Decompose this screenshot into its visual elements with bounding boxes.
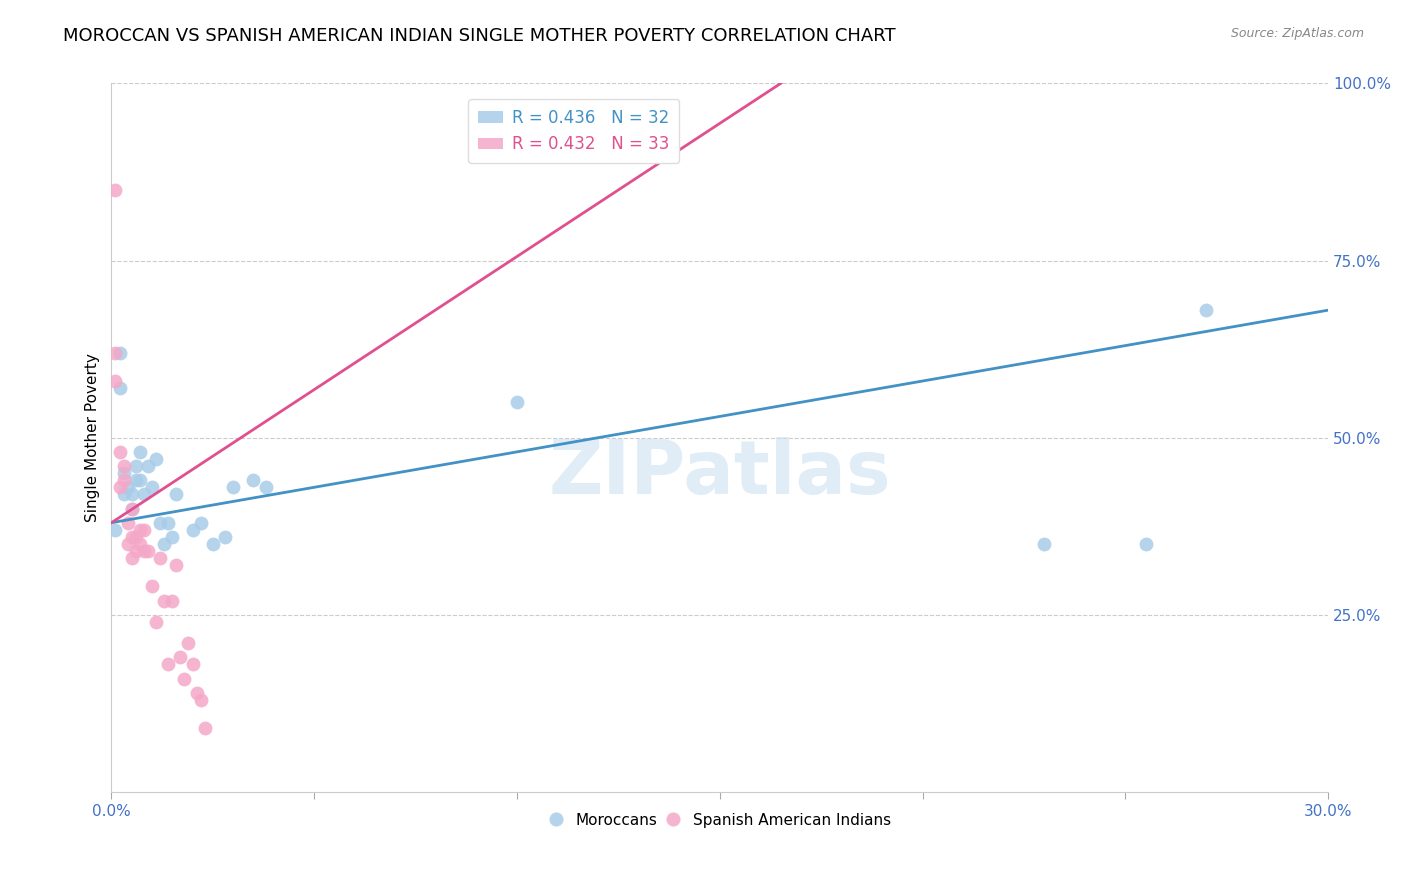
Point xyxy=(506,395,529,409)
Point xyxy=(121,530,143,544)
Point xyxy=(141,480,163,494)
Point xyxy=(132,544,155,558)
Point xyxy=(128,537,150,551)
Point xyxy=(1195,303,1218,318)
Point xyxy=(121,501,143,516)
Point xyxy=(104,183,127,197)
Point xyxy=(165,487,187,501)
Text: ZIPatlas: ZIPatlas xyxy=(548,436,891,509)
Point xyxy=(108,381,131,395)
Point xyxy=(125,473,148,487)
Point xyxy=(162,593,184,607)
Point xyxy=(117,537,139,551)
Point xyxy=(162,530,184,544)
Point xyxy=(112,487,135,501)
Point xyxy=(104,345,127,359)
Point xyxy=(132,487,155,501)
Point xyxy=(112,473,135,487)
Point xyxy=(1135,537,1157,551)
Point xyxy=(125,458,148,473)
Point xyxy=(181,657,204,672)
Point xyxy=(149,551,172,566)
Point xyxy=(149,516,172,530)
Point xyxy=(128,445,150,459)
Y-axis label: Single Mother Poverty: Single Mother Poverty xyxy=(86,353,100,522)
Point xyxy=(173,672,195,686)
Point xyxy=(117,516,139,530)
Text: MOROCCAN VS SPANISH AMERICAN INDIAN SINGLE MOTHER POVERTY CORRELATION CHART: MOROCCAN VS SPANISH AMERICAN INDIAN SING… xyxy=(63,27,896,45)
Point xyxy=(214,530,236,544)
Point xyxy=(108,480,131,494)
Point xyxy=(112,458,135,473)
Point xyxy=(121,501,143,516)
Point xyxy=(141,579,163,593)
Point xyxy=(125,544,148,558)
Point xyxy=(190,693,212,707)
Legend: Moroccans, Spanish American Indians: Moroccans, Spanish American Indians xyxy=(543,806,897,834)
Point xyxy=(169,650,191,665)
Point xyxy=(145,452,167,467)
Point xyxy=(125,530,148,544)
Point xyxy=(157,657,180,672)
Point xyxy=(136,544,159,558)
Point xyxy=(121,487,143,501)
Point xyxy=(254,480,277,494)
Point xyxy=(222,480,245,494)
Point xyxy=(157,516,180,530)
Point xyxy=(104,374,127,388)
Point xyxy=(108,345,131,359)
Point xyxy=(153,593,176,607)
Text: Source: ZipAtlas.com: Source: ZipAtlas.com xyxy=(1230,27,1364,40)
Point xyxy=(1033,537,1056,551)
Point xyxy=(117,480,139,494)
Point xyxy=(104,523,127,537)
Point xyxy=(132,523,155,537)
Point xyxy=(112,466,135,480)
Point xyxy=(121,551,143,566)
Point xyxy=(181,523,204,537)
Point xyxy=(190,516,212,530)
Point xyxy=(128,523,150,537)
Point xyxy=(177,636,200,650)
Point xyxy=(186,686,208,700)
Point xyxy=(145,615,167,629)
Point xyxy=(153,537,176,551)
Point xyxy=(136,458,159,473)
Point xyxy=(165,558,187,573)
Point xyxy=(108,445,131,459)
Point xyxy=(201,537,224,551)
Point xyxy=(128,473,150,487)
Point xyxy=(194,721,217,735)
Point xyxy=(242,473,264,487)
